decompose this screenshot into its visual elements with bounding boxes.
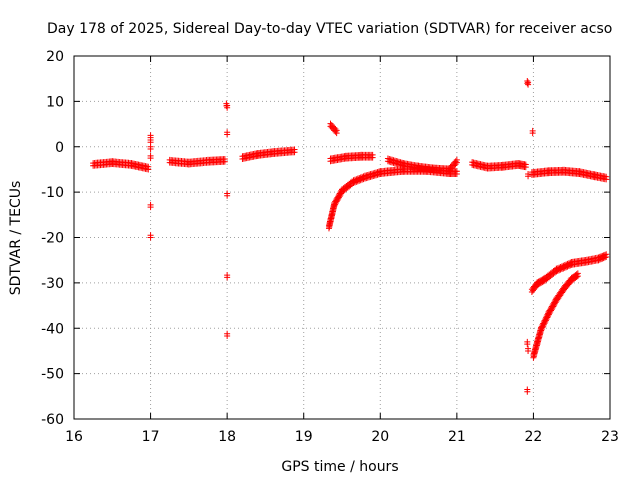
data-point bbox=[224, 102, 231, 109]
data-point bbox=[147, 232, 154, 239]
x-tick-label: 16 bbox=[65, 429, 83, 445]
y-tick-label: -60 bbox=[41, 412, 64, 428]
x-tick-label: 21 bbox=[448, 429, 466, 445]
data-point bbox=[147, 201, 154, 208]
grid bbox=[74, 56, 610, 419]
x-tick-label: 20 bbox=[371, 429, 389, 445]
y-tick-label: 10 bbox=[46, 94, 64, 110]
y-tick-label: -20 bbox=[41, 231, 64, 247]
data-point bbox=[147, 136, 154, 143]
data-point bbox=[369, 151, 376, 158]
y-tick-label: -50 bbox=[41, 367, 64, 383]
x-axis-label: GPS time / hours bbox=[281, 459, 398, 475]
data-point bbox=[224, 190, 231, 197]
data-point bbox=[453, 168, 460, 175]
x-tick-label: 18 bbox=[218, 429, 236, 445]
x-tick-label: 19 bbox=[295, 429, 313, 445]
data-point bbox=[147, 143, 154, 150]
data-point bbox=[145, 163, 152, 170]
y-tick-label: -40 bbox=[41, 321, 64, 337]
y-tick-label: -30 bbox=[41, 276, 64, 292]
x-tick-label: 23 bbox=[601, 429, 619, 445]
data-point bbox=[224, 129, 231, 136]
data-point bbox=[574, 270, 581, 277]
data-point bbox=[524, 386, 531, 393]
data-point bbox=[147, 152, 154, 159]
data-point bbox=[525, 345, 532, 352]
data-point bbox=[452, 158, 459, 165]
data-point bbox=[603, 251, 610, 258]
data-point bbox=[291, 146, 298, 153]
y-axis-label: SDTVAR / TECUs bbox=[8, 181, 24, 296]
data-point bbox=[522, 161, 529, 168]
data-point bbox=[525, 170, 532, 177]
y-tick-label: 20 bbox=[46, 49, 64, 65]
data-point bbox=[224, 330, 231, 337]
y-tick-label: -10 bbox=[41, 185, 64, 201]
chart-title: Day 178 of 2025, Sidereal Day-to-day VTE… bbox=[47, 21, 612, 37]
data-points bbox=[90, 77, 610, 395]
data-point bbox=[525, 79, 532, 86]
data-point bbox=[332, 126, 339, 133]
data-point bbox=[524, 338, 531, 345]
axis-ticks: 16 17 18 19 20 21 22 23 20 10 0 -10 -20 -30 -40 -50 -60 bbox=[41, 49, 619, 445]
data-point bbox=[333, 127, 340, 134]
data-point bbox=[224, 272, 231, 279]
data-point bbox=[453, 156, 460, 163]
data-point bbox=[529, 127, 536, 134]
data-point bbox=[524, 77, 531, 84]
data-point bbox=[221, 156, 228, 163]
data-point bbox=[603, 173, 610, 180]
y-tick-label: 0 bbox=[55, 140, 64, 156]
x-tick-label: 17 bbox=[142, 429, 160, 445]
x-tick-label: 22 bbox=[525, 429, 543, 445]
